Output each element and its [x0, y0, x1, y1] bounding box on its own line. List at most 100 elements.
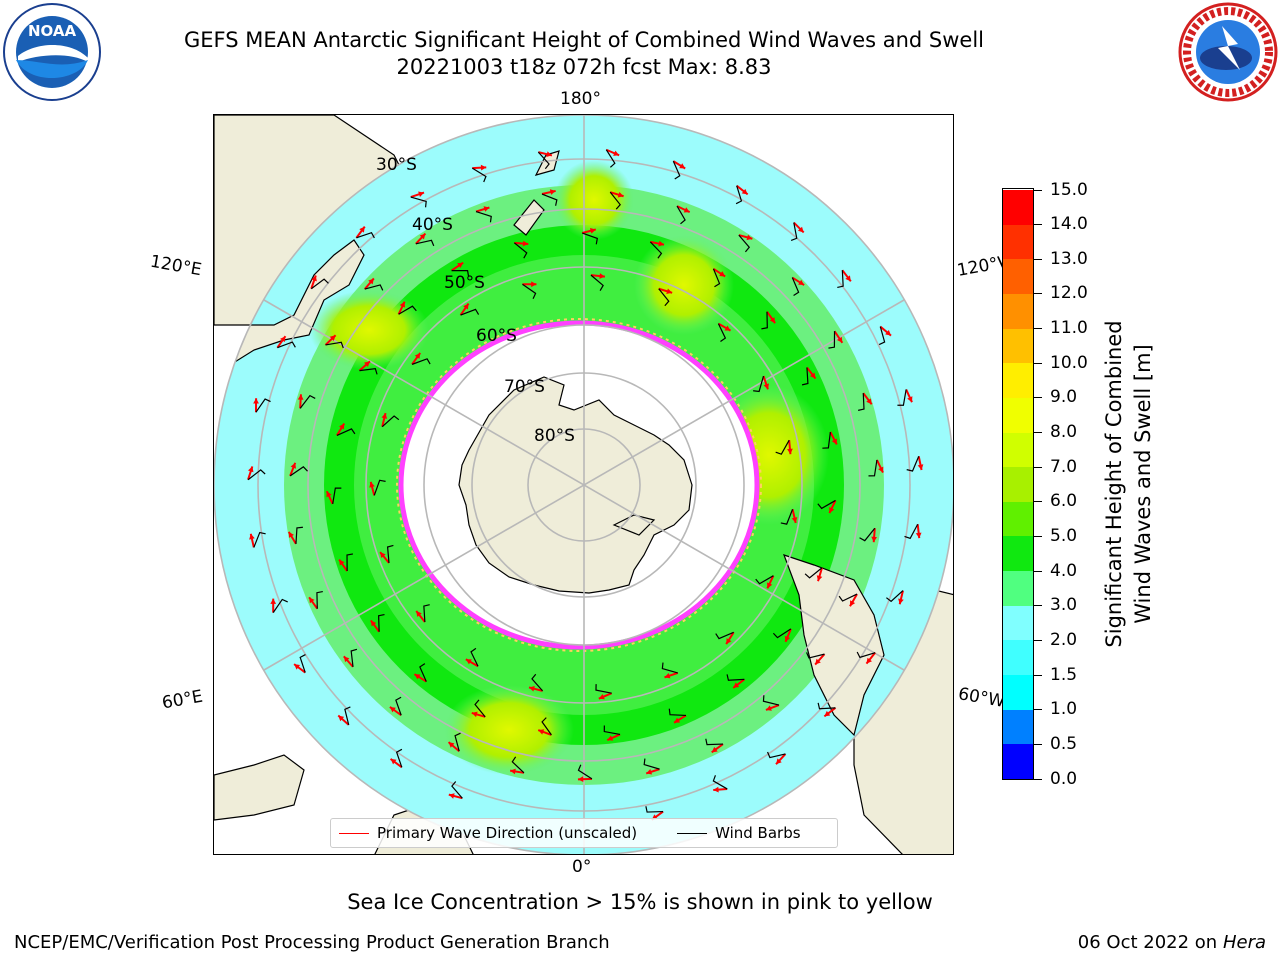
- wave-arrow-head: [370, 620, 377, 627]
- wind-barb: [386, 544, 394, 563]
- wave-arrow-head: [679, 163, 686, 169]
- wind-barb: [886, 590, 904, 603]
- wind-barb: [460, 308, 480, 316]
- nws-logo: [1178, 2, 1278, 102]
- lat-label-40: 40°S: [412, 215, 453, 235]
- colorbar-tick: [1034, 362, 1042, 364]
- colorbar-tick-label: 0.0: [1050, 768, 1078, 789]
- colorbar-tick-label: 9.0: [1050, 387, 1078, 408]
- lat-label-30: 30°S: [376, 155, 417, 175]
- colorbar-title: Significant Height of Combined Wind Wave…: [1100, 320, 1158, 647]
- wind-barb: [676, 205, 686, 225]
- colorbar-segment: [1003, 605, 1033, 641]
- colorbar-segment: [1003, 743, 1033, 779]
- wave-arrow-head: [290, 462, 296, 469]
- colorbar-segment: [1003, 709, 1033, 745]
- colorbar-tick: [1034, 778, 1042, 780]
- wave-arrow-head: [339, 559, 345, 566]
- wave-arrow-head: [915, 532, 922, 539]
- noaa-logo: NOAA: [3, 3, 101, 101]
- colorbar-tick-label: 14.0: [1050, 214, 1088, 235]
- wind-barb: [577, 764, 593, 780]
- wave-arrow-head: [866, 398, 872, 405]
- wind-barb: [531, 673, 544, 692]
- wind-barb: [423, 604, 430, 623]
- wave-arrow-head: [253, 398, 259, 404]
- wind-barb: [837, 270, 844, 289]
- graticule: [214, 115, 953, 854]
- wind-barb: [411, 358, 431, 365]
- colorbar-tick: [1034, 535, 1042, 537]
- wave-arrow-head: [414, 352, 421, 359]
- wave-arrow-head: [522, 240, 529, 247]
- wind-barb: [726, 674, 745, 681]
- wind-barb: [705, 738, 724, 746]
- chart-subtitle: 20221003 t18z 072h fcst Max: 8.83: [396, 55, 772, 79]
- wind-barb: [822, 431, 831, 449]
- wind-barb: [906, 456, 920, 472]
- colorbar-tick: [1034, 743, 1042, 745]
- colorbar-tick-label: 6.0: [1050, 491, 1078, 512]
- colorbar-tick: [1034, 432, 1042, 434]
- wave-arrow-head: [389, 706, 396, 713]
- wave-arrow-head: [419, 233, 426, 240]
- wave-arrow-head: [531, 281, 537, 288]
- colorbar-segment: [1003, 293, 1033, 329]
- wind-barb: [541, 193, 558, 206]
- colorbar-tick: [1034, 639, 1042, 641]
- wave-arrow-head: [288, 531, 294, 538]
- wind-barb: [325, 341, 344, 349]
- wave-arrow-head: [546, 151, 552, 157]
- wave-arrow-head: [829, 507, 835, 514]
- colorbar-segment: [1003, 432, 1033, 468]
- wave-arrow-head: [711, 746, 718, 753]
- wind-barb: [419, 663, 427, 682]
- colorbar-tick-label: 4.0: [1050, 560, 1078, 581]
- wave-arrow-head: [457, 262, 464, 269]
- colorbar-segment: [1003, 501, 1033, 537]
- wave-arrow-head: [741, 188, 748, 195]
- wave-arrow-head: [607, 735, 614, 741]
- wave-arrow-head: [577, 776, 584, 783]
- wind-barb: [817, 499, 836, 510]
- wind-barb: [474, 699, 486, 718]
- wave-arrow-head: [480, 164, 487, 171]
- colorbar-tick: [1034, 224, 1042, 226]
- chart-title: GEFS MEAN Antarctic Significant Height o…: [183, 28, 985, 52]
- wind-barb: [310, 278, 329, 290]
- wave-arrow-head: [297, 394, 304, 400]
- wave-arrow-head: [866, 657, 873, 664]
- wind-barb: [609, 191, 621, 210]
- wind-barb: [780, 509, 794, 525]
- colorbar-title-line2: Wind Waves and Swell [m]: [1131, 344, 1155, 624]
- lon-label-60e: 60°E: [160, 686, 205, 714]
- wave-arrow-head: [390, 758, 397, 765]
- colorbar-tick-label: 5.0: [1050, 525, 1078, 546]
- lat-label-80: 80°S: [534, 426, 575, 446]
- wave-arrow-head: [849, 600, 856, 607]
- wave-arrow-head: [529, 685, 535, 692]
- colorbar-segment: [1003, 258, 1033, 294]
- wind-barb: [712, 775, 728, 790]
- wind-barb: [451, 781, 463, 799]
- wind-barb: [356, 231, 375, 239]
- wave-arrow-head: [399, 301, 405, 308]
- wave-arrow-head: [510, 768, 516, 775]
- footer-credit: NCEP/EMC/Verification Post Processing Pr…: [14, 932, 610, 953]
- wave-arrow-head: [280, 336, 286, 343]
- map-svg: 30°S 40°S 50°S 60°S 70°S 80°S: [214, 115, 953, 854]
- wave-arrow-head: [683, 207, 690, 213]
- colorbar-segment: [1003, 535, 1033, 572]
- colorbar-tick: [1034, 258, 1042, 260]
- footer-date-text: 06 Oct 2022 on: [1077, 932, 1218, 953]
- wave-arrow-head: [878, 466, 884, 473]
- wave-arrow-head: [589, 228, 596, 234]
- wave-arrow-head: [746, 234, 753, 241]
- wave-arrow-head: [713, 786, 719, 793]
- wave-arrow-head: [483, 206, 490, 212]
- wind-barb: [762, 695, 780, 706]
- wave-arrow-head: [719, 271, 726, 277]
- wind-barb: [661, 662, 678, 674]
- wave-arrow-head: [338, 715, 345, 722]
- wind-barb: [511, 756, 525, 774]
